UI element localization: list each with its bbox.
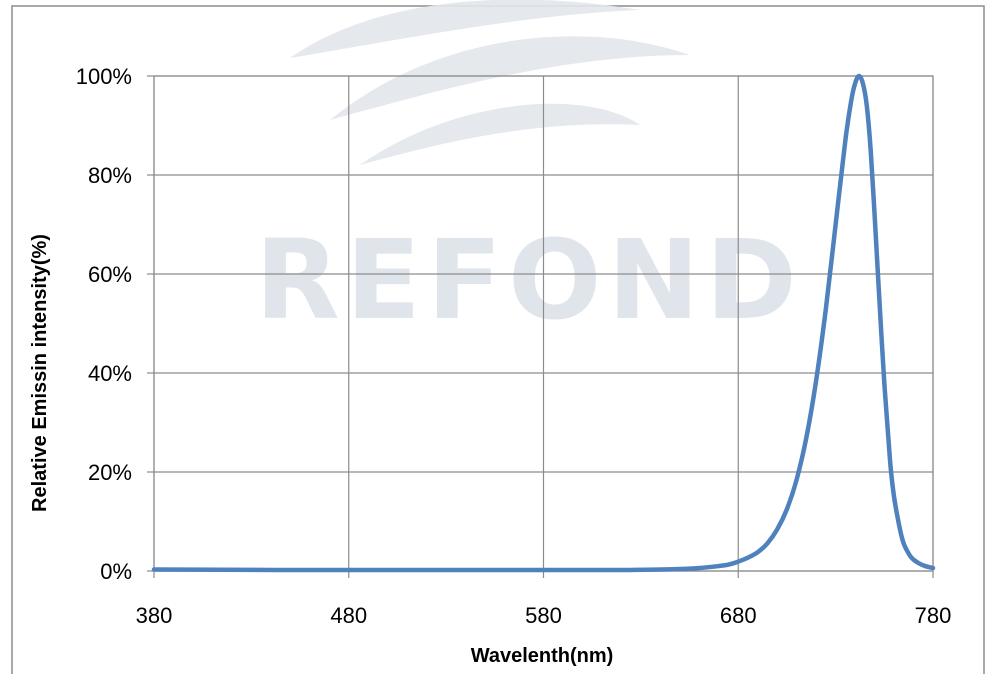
series-line-0: [151, 73, 936, 573]
x-tick-label-0: 380: [136, 603, 173, 628]
x-tick-label-2: 580: [525, 603, 562, 628]
x-tick-label-3: 680: [720, 603, 757, 628]
y-tick-label-5: 100%: [76, 64, 132, 89]
y-tick-label-4: 80%: [88, 163, 132, 188]
y-tick-label-2: 40%: [88, 361, 132, 386]
x-axis-ticks: 380 480 580 680 780: [136, 603, 952, 628]
x-axis-title: Wavelenth(nm): [471, 645, 614, 667]
y-tick-label-1: 20%: [88, 460, 132, 485]
y-tick-label-0: 0%: [100, 559, 132, 584]
watermark-logo: REFOND: [255, 0, 803, 344]
y-axis-title: Relative Emissin intensity(%): [29, 234, 51, 512]
watermark-text: REFOND: [255, 216, 803, 344]
y-axis-ticks: 0% 20% 40% 60% 80% 100%: [76, 64, 132, 584]
x-tick-label-4: 780: [915, 603, 952, 628]
x-tick-label-1: 480: [330, 603, 367, 628]
y-tick-label-3: 60%: [88, 262, 132, 287]
series-layer: [151, 73, 936, 573]
